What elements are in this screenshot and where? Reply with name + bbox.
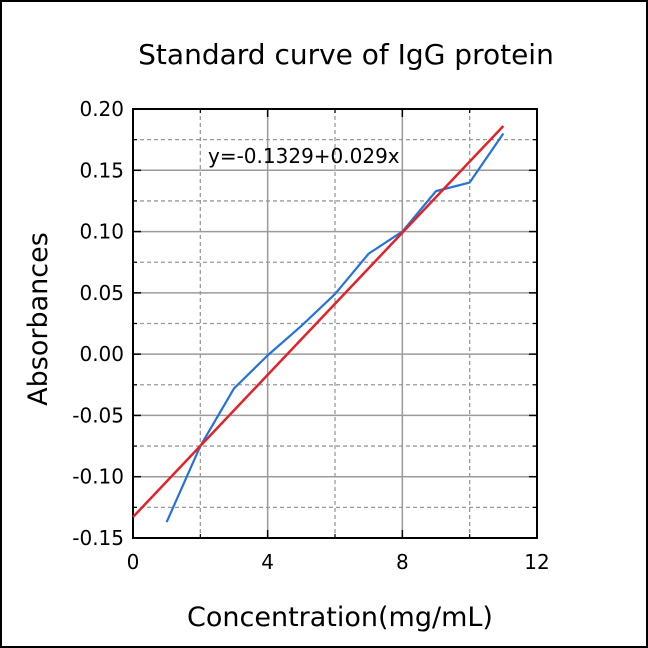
x-tick-label: 0 <box>127 550 140 574</box>
chart-title: Standard curve of IgG protein <box>138 38 554 71</box>
x-tick-label: 12 <box>524 550 549 574</box>
y-tick-label: 0.10 <box>79 220 124 244</box>
grid <box>133 109 537 538</box>
x-tick-label: 4 <box>261 550 274 574</box>
y-tick-label: -0.10 <box>72 465 124 489</box>
fit-equation-annotation: y=-0.1329+0.029x <box>208 144 400 168</box>
y-tick-label: 0.05 <box>79 281 124 305</box>
y-tick-label: 0.20 <box>79 97 124 121</box>
axis-ticks: 0 4 8 12 -0.15 -0.10 -0.05 0.00 0.05 0.10 0.15 0.20 <box>72 97 549 574</box>
y-tick-label: -0.15 <box>72 526 124 550</box>
fit-line <box>132 125 505 518</box>
series-group <box>132 125 505 523</box>
x-axis-label: Concentration(mg/mL) <box>187 602 493 633</box>
y-tick-label: 0.00 <box>79 342 124 366</box>
y-tick-label: -0.05 <box>72 403 124 427</box>
y-tick-label: 0.15 <box>79 158 124 182</box>
y-axis-label: Absorbances <box>23 232 54 406</box>
x-tick-label: 8 <box>396 550 409 574</box>
data-line <box>165 132 505 523</box>
